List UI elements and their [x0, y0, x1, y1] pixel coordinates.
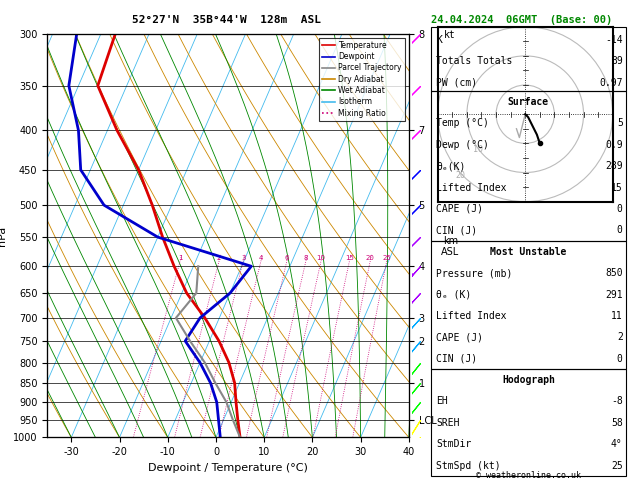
Text: 25: 25 — [382, 255, 391, 260]
Text: Dewp (°C): Dewp (°C) — [436, 140, 489, 150]
Text: 0.9: 0.9 — [605, 140, 623, 150]
Text: 10: 10 — [473, 145, 482, 154]
Text: CAPE (J): CAPE (J) — [436, 204, 483, 214]
Text: 4°: 4° — [611, 439, 623, 449]
Text: -8: -8 — [611, 397, 623, 406]
Text: SREH: SREH — [436, 418, 459, 428]
Text: Most Unstable: Most Unstable — [490, 247, 567, 257]
Text: 20: 20 — [455, 172, 465, 180]
Text: 39: 39 — [611, 56, 623, 67]
Text: 15: 15 — [345, 255, 354, 260]
Text: 4: 4 — [259, 255, 263, 260]
Text: StmSpd (kt): StmSpd (kt) — [436, 461, 501, 470]
Text: 6: 6 — [285, 255, 289, 260]
Text: 20: 20 — [366, 255, 375, 260]
Text: Pressure (mb): Pressure (mb) — [436, 268, 512, 278]
Text: 52°27'N  35B°44'W  128m  ASL: 52°27'N 35B°44'W 128m ASL — [132, 15, 321, 25]
Text: Lifted Index: Lifted Index — [436, 311, 506, 321]
Text: 3: 3 — [241, 255, 245, 260]
Text: 1: 1 — [178, 255, 182, 260]
Text: 10: 10 — [316, 255, 326, 260]
Text: StmDir: StmDir — [436, 439, 471, 449]
Text: 0: 0 — [617, 204, 623, 214]
Text: 11: 11 — [611, 311, 623, 321]
Text: 2: 2 — [217, 255, 221, 260]
Text: Hodograph: Hodograph — [502, 375, 555, 385]
Text: 0: 0 — [617, 226, 623, 235]
Text: CIN (J): CIN (J) — [436, 226, 477, 235]
Text: 289: 289 — [605, 161, 623, 171]
Text: 291: 291 — [605, 290, 623, 299]
X-axis label: Dewpoint / Temperature (°C): Dewpoint / Temperature (°C) — [148, 463, 308, 473]
Text: © weatheronline.co.uk: © weatheronline.co.uk — [476, 471, 581, 480]
Text: 15: 15 — [611, 183, 623, 192]
Text: Surface: Surface — [508, 97, 549, 107]
Text: 2: 2 — [617, 332, 623, 342]
Legend: Temperature, Dewpoint, Parcel Trajectory, Dry Adiabat, Wet Adiabat, Isotherm, Mi: Temperature, Dewpoint, Parcel Trajectory… — [319, 38, 405, 121]
Y-axis label: km
ASL: km ASL — [441, 236, 459, 257]
Text: Temp (°C): Temp (°C) — [436, 119, 489, 128]
Y-axis label: hPa: hPa — [0, 226, 8, 246]
Text: CIN (J): CIN (J) — [436, 354, 477, 364]
Text: 850: 850 — [605, 268, 623, 278]
Text: θₑ(K): θₑ(K) — [436, 161, 465, 171]
Text: EH: EH — [436, 397, 448, 406]
Text: Totals Totals: Totals Totals — [436, 56, 512, 67]
Text: kt: kt — [443, 31, 455, 40]
Text: 0.97: 0.97 — [599, 78, 623, 88]
Text: 8: 8 — [304, 255, 308, 260]
Text: PW (cm): PW (cm) — [436, 78, 477, 88]
Text: K: K — [436, 35, 442, 45]
Text: 24.04.2024  06GMT  (Base: 00): 24.04.2024 06GMT (Base: 00) — [431, 15, 613, 25]
Text: 5: 5 — [617, 119, 623, 128]
Text: 25: 25 — [611, 461, 623, 470]
Text: CAPE (J): CAPE (J) — [436, 332, 483, 342]
Text: 0: 0 — [617, 354, 623, 364]
Text: 58: 58 — [611, 418, 623, 428]
Text: Lifted Index: Lifted Index — [436, 183, 506, 192]
Text: -14: -14 — [605, 35, 623, 45]
Text: θₑ (K): θₑ (K) — [436, 290, 471, 299]
